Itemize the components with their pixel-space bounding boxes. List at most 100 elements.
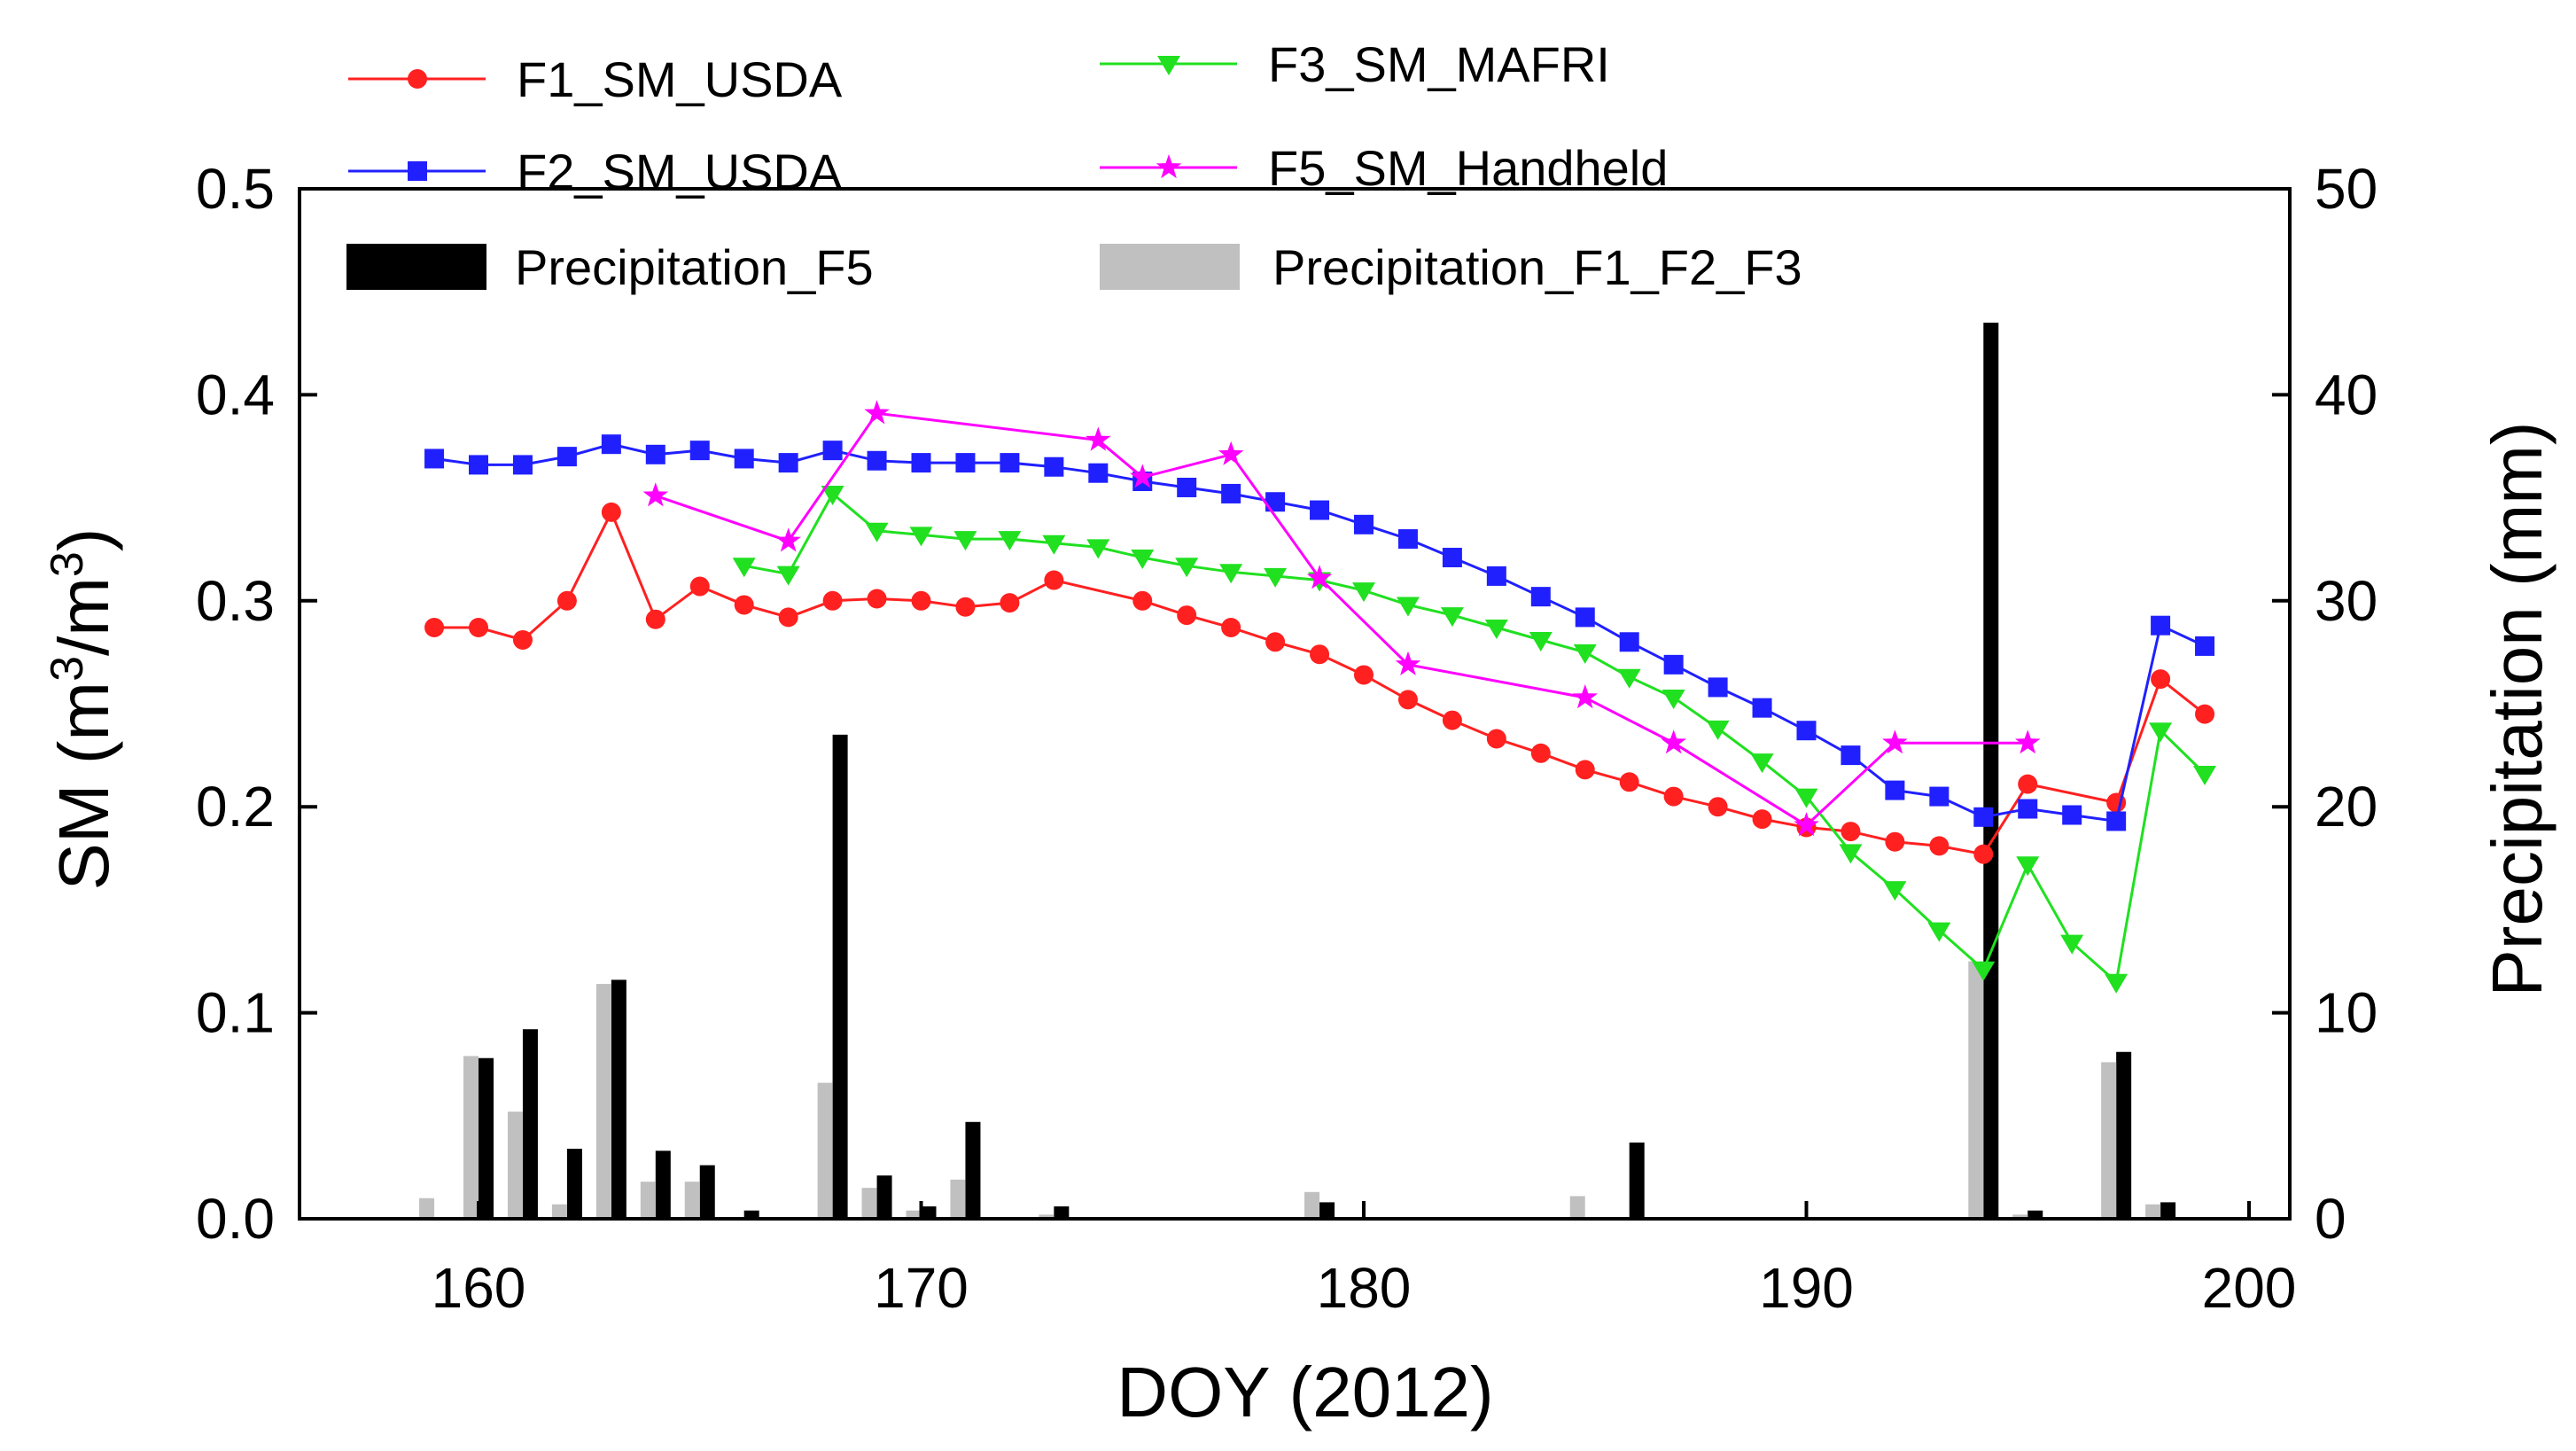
- precip-bar-f1-f2-f3: [551, 1204, 567, 1219]
- point-f2-sm-usda: [645, 444, 665, 464]
- point-f2-sm-usda: [512, 455, 533, 475]
- point-f1-sm-usda: [1265, 632, 1286, 652]
- point-f3-sm-mafri: [1440, 607, 1464, 628]
- point-f3-sm-mafri: [732, 558, 756, 578]
- point-f2-sm-usda: [1752, 698, 1772, 718]
- point-f2-sm-usda: [1177, 477, 1197, 497]
- point-f3-sm-mafri: [1662, 690, 1685, 710]
- point-f1-sm-usda: [689, 576, 710, 597]
- soil-moisture-lines: [424, 400, 2217, 994]
- precip-bar-f5: [743, 1210, 759, 1219]
- legend-label-precipitation-f5: Precipitation_F5: [515, 239, 874, 295]
- point-f3-sm-mafri: [909, 527, 933, 547]
- precip-bar-f1-f2-f3: [595, 984, 611, 1219]
- legend-label-f1-sm-usda: F1_SM_USDA: [517, 51, 843, 107]
- point-f5-sm-handheld: [1882, 729, 1908, 754]
- point-f2-sm-usda: [867, 450, 887, 471]
- point-f1-sm-usda: [424, 618, 445, 638]
- point-f1-sm-usda: [1885, 831, 1905, 852]
- point-f2-sm-usda: [689, 441, 710, 461]
- x-axis-title: DOY (2012): [1117, 1353, 1493, 1431]
- point-f1-sm-usda: [1177, 605, 1197, 626]
- point-f1-sm-usda: [1486, 729, 1506, 749]
- point-f3-sm-mafri: [1972, 961, 1996, 981]
- y-left-tick-label: 0.2: [196, 775, 275, 839]
- precip-bar-f5: [522, 1029, 538, 1219]
- point-f2-sm-usda: [1354, 514, 1374, 534]
- precip-bar-f5: [1983, 323, 1999, 1219]
- legend-swatch-precipitation-f5: [346, 244, 486, 290]
- point-f2-sm-usda: [1442, 547, 1462, 567]
- point-f3-sm-mafri: [1706, 720, 1730, 740]
- precip-bar-f1-f2-f3: [2145, 1204, 2161, 1219]
- precip-bar-f1-f2-f3: [1968, 961, 1984, 1219]
- series-line-f3-sm-mafri: [743, 491, 2206, 985]
- point-f1-sm-usda: [1973, 844, 1994, 864]
- point-f1-sm-usda: [2151, 669, 2171, 690]
- point-f3-sm-mafri: [1617, 668, 1641, 689]
- point-f3-sm-mafri: [998, 531, 1022, 551]
- point-f1-sm-usda: [469, 618, 488, 638]
- point-f3-sm-mafri: [2193, 766, 2217, 786]
- precip-bar-f5: [2116, 1051, 2132, 1219]
- point-f3-sm-mafri: [1839, 844, 1863, 864]
- y-left-tick-label: 0.4: [196, 363, 275, 426]
- point-f2-sm-usda: [1044, 456, 1064, 477]
- x-tick-label: 180: [1317, 1256, 1412, 1320]
- point-f5-sm-handheld: [1086, 426, 1111, 451]
- precip-bar-f1-f2-f3: [2101, 1062, 2117, 1219]
- point-f3-sm-mafri: [1396, 597, 1420, 617]
- point-f2-sm-usda: [955, 453, 976, 473]
- point-f1-sm-usda: [1000, 593, 1020, 613]
- point-f2-sm-usda: [1486, 566, 1506, 586]
- y-left-title-part: /m: [44, 577, 123, 656]
- point-f2-sm-usda: [911, 453, 931, 473]
- point-f3-sm-mafri: [1042, 534, 1066, 555]
- point-f3-sm-mafri: [2149, 722, 2173, 743]
- point-f2-sm-usda: [601, 434, 621, 455]
- point-f1-sm-usda: [512, 629, 533, 650]
- precip-bar-f5: [2027, 1210, 2043, 1219]
- point-f5-sm-handheld: [1130, 464, 1156, 488]
- point-f1-sm-usda: [645, 609, 665, 629]
- point-f1-sm-usda: [1310, 644, 1330, 665]
- point-f2-sm-usda: [1310, 500, 1330, 520]
- point-f2-sm-usda: [1663, 654, 1684, 675]
- point-f2-sm-usda: [1796, 721, 1817, 741]
- y-right-tick-label: 10: [2315, 981, 2378, 1045]
- point-f2-sm-usda: [1575, 607, 1595, 628]
- point-f2-sm-usda: [1000, 453, 1020, 473]
- point-f2-sm-usda: [469, 455, 488, 475]
- point-f1-sm-usda: [601, 502, 621, 522]
- y-axis-left-title: SM (m3/m3): [42, 528, 123, 891]
- point-f1-sm-usda: [1442, 710, 1462, 730]
- y-left-tick-label: 0.0: [196, 1187, 275, 1251]
- point-f2-sm-usda: [2106, 811, 2127, 831]
- x-tick-label: 170: [874, 1256, 969, 1320]
- point-f1-sm-usda: [556, 590, 577, 611]
- point-f1-sm-usda: [822, 590, 843, 611]
- precip-bar-f5: [921, 1206, 937, 1219]
- point-f1-sm-usda: [1663, 786, 1684, 807]
- point-f1-sm-usda: [1397, 690, 1418, 710]
- precip-bar-f5: [1319, 1202, 1335, 1219]
- axes: 160 170 180 190 200 0.0 0.1 0.2 0.3 0.4 0.5 0 10 20 30…: [196, 157, 2378, 1320]
- point-f2-sm-usda: [778, 453, 798, 473]
- series-line-f5-sm-handheld: [655, 411, 2028, 827]
- point-f3-sm-mafri: [1484, 620, 1508, 640]
- plot-frame: [298, 187, 2292, 1221]
- point-f5-sm-handheld: [2015, 729, 2041, 754]
- precip-bar-f5: [611, 979, 626, 1219]
- precip-bar-f5: [2160, 1202, 2176, 1219]
- precip-bar-f5: [1629, 1143, 1645, 1219]
- point-f1-sm-usda: [1132, 590, 1153, 611]
- point-f1-sm-usda: [1708, 797, 1728, 817]
- point-f2-sm-usda: [2018, 799, 2038, 819]
- point-f3-sm-mafri: [1086, 539, 1110, 559]
- precip-bar-f5: [832, 734, 848, 1219]
- point-f2-sm-usda: [1397, 529, 1418, 550]
- point-f1-sm-usda: [2195, 704, 2215, 724]
- point-f5-sm-handheld: [642, 482, 669, 507]
- y-right-tick-label: 20: [2315, 775, 2378, 839]
